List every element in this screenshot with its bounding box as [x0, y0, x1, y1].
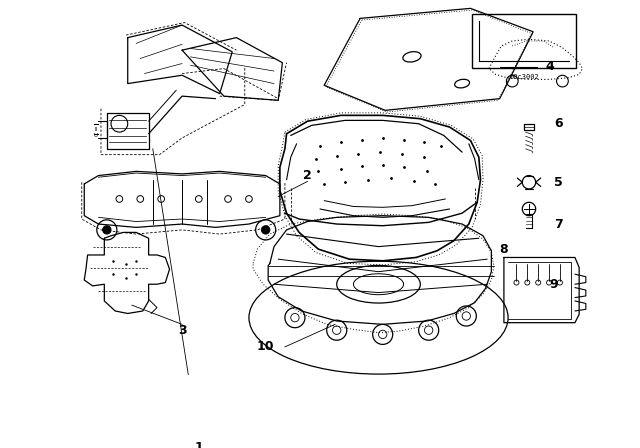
Text: 2: 2 — [303, 169, 312, 182]
Bar — [472, 14, 576, 68]
Text: 5: 5 — [554, 176, 563, 189]
Text: II: II — [94, 127, 97, 132]
Text: 3: 3 — [178, 324, 186, 337]
Text: 7: 7 — [554, 218, 563, 231]
Text: U: U — [94, 133, 98, 138]
Text: 4: 4 — [546, 60, 554, 73]
Text: 1: 1 — [195, 441, 203, 448]
Text: 10: 10 — [257, 340, 275, 353]
Circle shape — [262, 226, 270, 234]
Text: 00c3002: 00c3002 — [509, 74, 539, 80]
Text: 6: 6 — [554, 117, 563, 130]
Circle shape — [102, 226, 111, 234]
Text: 8: 8 — [500, 243, 508, 256]
Text: 9: 9 — [550, 278, 558, 291]
